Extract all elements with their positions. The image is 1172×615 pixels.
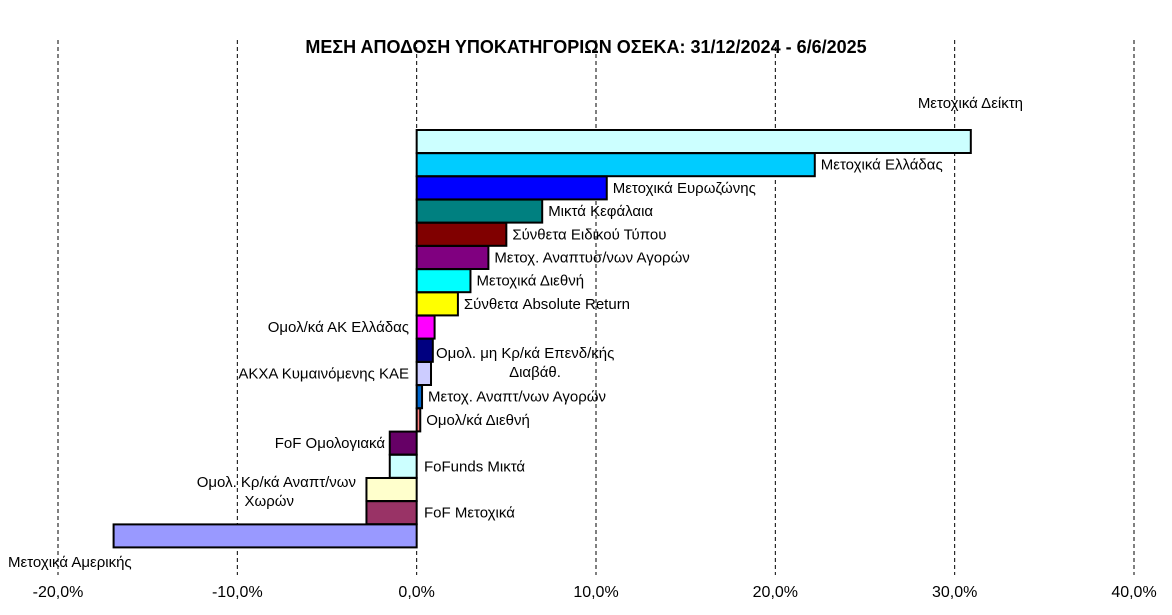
bar <box>415 384 424 410</box>
x-tick-label: 20,0% <box>753 584 798 601</box>
bar-label: Μετοχικά Αμερικής <box>8 554 132 571</box>
bar-label: Μετοχ. Αναπτυσ/νων Αγορών <box>494 250 689 267</box>
bar <box>415 129 972 154</box>
bar-label: FoFunds Μικτά <box>424 458 525 475</box>
x-tick-label: -10,0% <box>212 584 263 601</box>
bar-label: Ομολ/κά ΑΚ Ελλάδας <box>268 319 409 336</box>
bar <box>415 221 508 247</box>
bar <box>388 430 418 456</box>
bar <box>365 500 418 526</box>
bar-label: Διαβάθ. <box>509 364 561 381</box>
x-tick-label: 0,0% <box>398 584 434 601</box>
bar-label: ΑΚΧΑ Κυμαινόμενης ΚΑΕ <box>238 366 409 383</box>
bar-label: Σύνθετα Ειδικού Τύπου <box>512 226 666 243</box>
bar-label: Ομολ. μη Κρ/κά Επενδ/κής <box>436 345 614 362</box>
x-tick-label: 10,0% <box>573 584 618 601</box>
bar-label: Μετοχ. Αναπτ/νων Αγορών <box>428 389 606 406</box>
bar-label: Μετοχικά Δείκτη <box>918 95 1023 112</box>
bar <box>365 477 418 502</box>
bar-label: Μικτά Κεφάλαια <box>548 203 653 220</box>
bar <box>415 152 816 178</box>
bar <box>388 453 418 479</box>
bar <box>415 337 434 363</box>
bar <box>415 198 544 224</box>
bar-label: FoF Μετοχικά <box>424 505 515 522</box>
bar <box>415 291 459 317</box>
x-tick-labels: -20,0% -10,0% 0,0% 10,0% 20,0% 30,0% 40,0% <box>33 584 1157 601</box>
x-tick-label: 30,0% <box>932 584 977 601</box>
bar-label: Σύνθετα Absolute Return <box>464 296 630 313</box>
bar <box>415 268 472 294</box>
bar-label: Ομολ. Κρ/κά Αναπτ/νων <box>197 474 356 491</box>
chart-title: ΜΕΣΗ ΑΠΟΔΟΣΗ ΥΠΟΚΑΤΗΓΟΡΙΩΝ ΟΣΕΚΑ: 31/12/… <box>305 37 867 57</box>
bars <box>112 129 972 549</box>
bar <box>112 523 418 549</box>
x-tick-label: -20,0% <box>33 584 84 601</box>
bar-label: Χωρών <box>245 493 294 510</box>
bar-label: FoF Ομολογιακά <box>275 435 386 452</box>
bar <box>415 245 490 270</box>
bar-label: Μετοχικά Ευρωζώνης <box>613 180 756 197</box>
bar-label: Μετοχικά Ελλάδας <box>821 157 943 174</box>
bar <box>415 175 608 201</box>
bar-labels: Μετοχικά Δείκτη Μετοχικά Ελλάδας Μετοχικά … <box>8 95 1023 571</box>
bar-label: Ομολ/κά Διεθνή <box>426 412 530 429</box>
bar <box>415 361 433 386</box>
bar <box>415 407 422 433</box>
bar <box>415 314 436 340</box>
bar-label: Μετοχικά Διεθνή <box>476 273 584 290</box>
x-tick-label: 40,0% <box>1111 584 1156 601</box>
